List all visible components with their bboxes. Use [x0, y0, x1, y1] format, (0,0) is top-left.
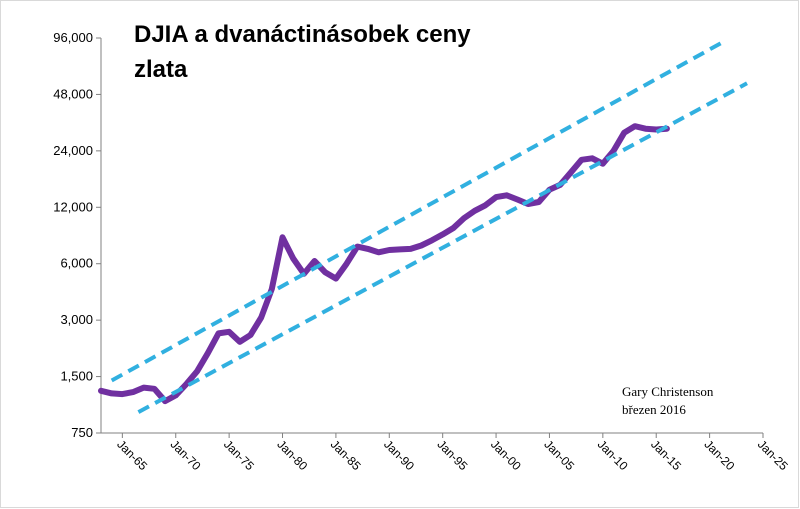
y-tick-label: 96,000: [53, 30, 93, 45]
x-tick-label: Jan-95: [435, 437, 471, 473]
y-tick-label: 6,000: [60, 256, 93, 271]
y-axis-ticks: 750 1,500 3,000 6,000 12,000 24,000 48,000 96,0…: [53, 30, 101, 440]
y-tick-label: 48,000: [53, 86, 93, 101]
channel-line-1: [110, 38, 727, 383]
x-tick-label: Jan-80: [274, 437, 310, 473]
y-tick-label: 750: [71, 425, 93, 440]
x-tick-label: Jan-85: [328, 437, 364, 473]
chart-title-line-2: zlata: [134, 56, 188, 83]
x-tick-label: Jan-10: [595, 437, 631, 473]
x-tick-label: Jan-20: [701, 437, 737, 473]
y-tick-label: 24,000: [53, 143, 93, 158]
y-tick-label: 3,000: [60, 312, 93, 327]
x-tick-label: Jan-65: [114, 437, 150, 473]
djia-gold-ratio-line: [98, 123, 670, 405]
y-tick-label: 1,500: [60, 369, 93, 384]
x-tick-label: Jan-25: [755, 437, 791, 473]
y-tick-label: 12,000: [53, 199, 93, 214]
x-tick-label: Jan-15: [648, 437, 684, 473]
x-axis-ticks: Jan-65 Jan-70 Jan-75 Jan-80 Jan-85 Jan-90 Jan-…: [114, 433, 791, 473]
chart-title-line-1: DJIA a dvanáctinásobek ceny: [134, 21, 471, 48]
x-tick-label: Jan-00: [488, 437, 524, 473]
credit-date: březen 2016: [622, 402, 686, 417]
x-tick-label: Jan-05: [541, 437, 577, 473]
x-tick-label: Jan-90: [381, 437, 417, 473]
credit-author: Gary Christenson: [622, 384, 714, 399]
channel-line-2: [137, 81, 748, 414]
x-tick-label: Jan-70: [168, 437, 204, 473]
plot-area: [98, 38, 748, 414]
x-tick-label: Jan-75: [221, 437, 257, 473]
